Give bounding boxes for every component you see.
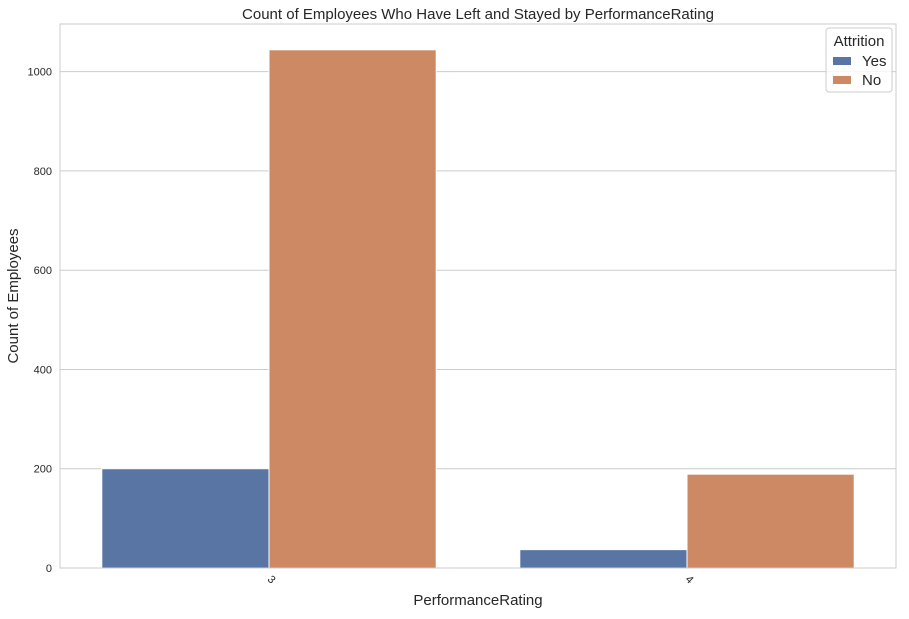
bar-yes-3: [101, 468, 270, 569]
y-axis-title: Count of Employees: [5, 228, 22, 363]
bar-no-3: [268, 49, 437, 569]
bars: [101, 49, 855, 569]
y-tick-label: 0: [46, 563, 52, 575]
y-tick-label: 600: [34, 265, 52, 277]
legend-swatch: [833, 76, 851, 84]
legend-title: Attrition: [834, 33, 885, 50]
bar-no-4: [686, 473, 855, 569]
y-tick-label: 400: [34, 364, 52, 376]
x-axis-title: PerformanceRating: [413, 592, 542, 609]
legend: Attrition Yes No: [825, 27, 893, 93]
legend-label: No: [862, 72, 881, 89]
legend-label: Yes: [862, 53, 886, 70]
y-tick-label: 800: [34, 166, 52, 178]
x-tick-label: 3: [265, 573, 278, 586]
legend-swatch: [833, 57, 851, 65]
plot-frame: [59, 23, 897, 569]
y-tick-label: 200: [34, 464, 52, 476]
y-tick-labels: 0 200 400 600 800 1000: [28, 67, 52, 575]
bar-yes-4: [519, 549, 688, 569]
legend-items: Yes No: [833, 53, 886, 89]
x-tick-label: 4: [683, 573, 696, 586]
y-tick-label: 1000: [28, 67, 52, 79]
chart-title: Count of Employees Who Have Left and Sta…: [242, 6, 714, 23]
